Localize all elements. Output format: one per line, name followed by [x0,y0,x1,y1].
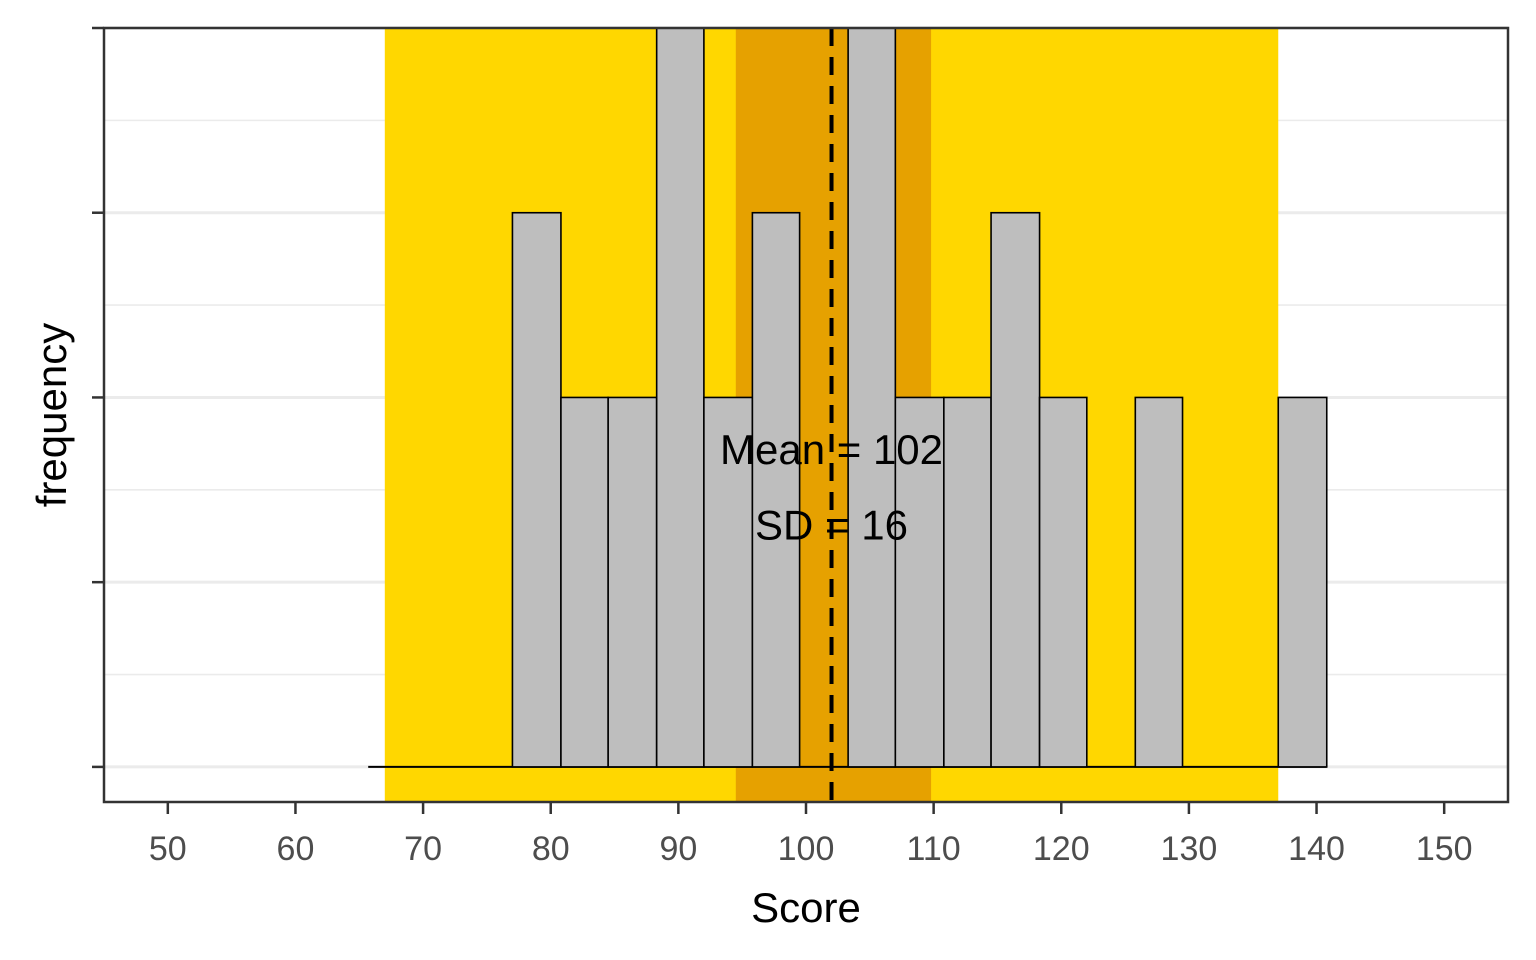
histogram-bar [847,27,897,768]
histogram-bar [943,396,992,768]
x-tick-label: 110 [907,830,961,868]
histogram-bar [560,396,609,768]
x-tick-label: 120 [1033,830,1090,868]
histogram-bar [511,211,562,768]
x-tick-label: 50 [149,830,187,868]
histogram-bar [1038,396,1088,768]
histogram-bar [751,211,801,768]
histogram-bar [703,396,754,768]
x-tick-label: 90 [659,830,697,868]
x-tick-label: 60 [277,830,315,868]
histogram-bar [607,396,658,768]
histogram-bars [368,27,1328,768]
y-axis-title: frequency [28,323,75,507]
histogram-bar [990,211,1041,768]
histogram-bar [1134,396,1184,768]
x-axis-title: Score [751,884,861,931]
axes: 50 60 70 80 90 100 110 120 130 140 150 [92,26,1510,868]
x-tick-label: 80 [532,830,570,868]
histogram-bar [655,27,705,768]
histogram-bar [1277,396,1328,768]
annotations: Mean = 102 SD = 16 [720,426,943,549]
x-tick-label: 70 [404,830,442,868]
mean-annotation: Mean = 102 [720,426,943,473]
x-tick-label: 150 [1416,830,1473,868]
x-tick-label: 100 [778,830,835,868]
sd-annotation: SD = 16 [755,502,908,549]
histogram-bar [894,396,945,768]
x-tick-label: 130 [1161,830,1218,868]
x-tick-label: 140 [1288,830,1345,868]
